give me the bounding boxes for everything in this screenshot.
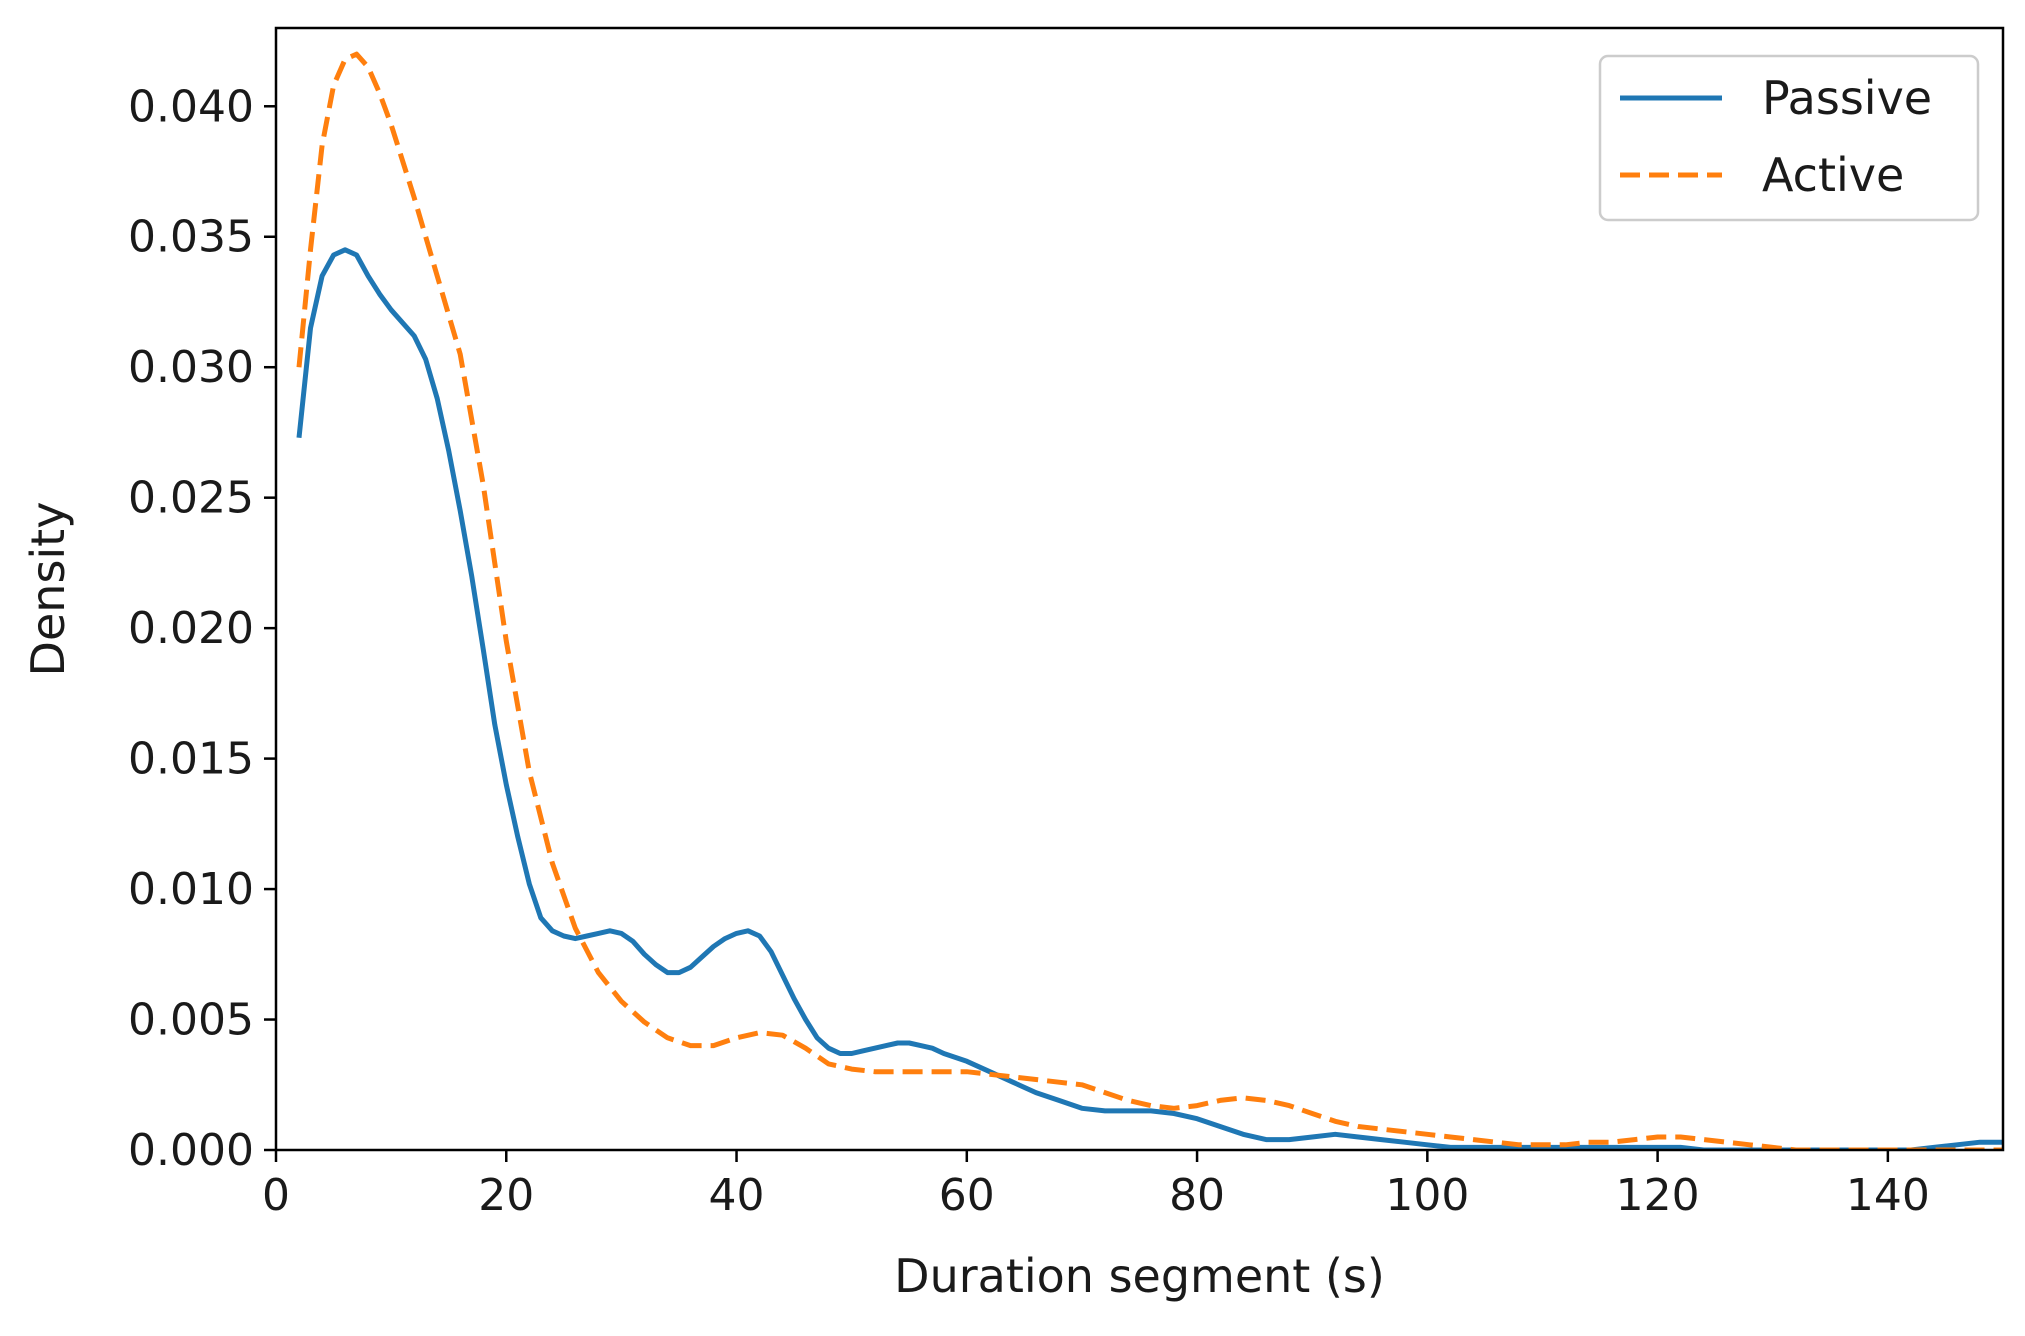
x-tick-label: 120 (1616, 1170, 1700, 1221)
y-tick-label: 0.035 (128, 212, 254, 263)
x-tick-label: 100 (1385, 1170, 1469, 1221)
y-tick-label: 0.040 (128, 81, 254, 132)
x-tick-label: 20 (478, 1170, 534, 1221)
x-tick-label: 40 (709, 1170, 765, 1221)
y-axis: 0.000 0.005 0.010 0.015 0.020 0.025 0.030 0.035… (128, 81, 276, 1176)
x-tick-label: 60 (939, 1170, 995, 1221)
y-axis-label: Density (21, 502, 75, 677)
y-tick-label: 0.030 (128, 342, 254, 393)
y-tick-label: 0.020 (128, 603, 254, 654)
legend-label-active: Active (1762, 148, 1904, 202)
series-line-active (296, 51, 2003, 1150)
x-axis-label: Duration segment (s) (894, 1249, 1385, 1303)
x-tick-label: 80 (1169, 1170, 1225, 1221)
y-tick-label: 0.010 (128, 864, 254, 915)
plot-series (296, 51, 2003, 1150)
x-axis: 0 20 40 60 80 100 120 140 (262, 1150, 1930, 1221)
y-tick-label: 0.000 (128, 1125, 254, 1176)
series-line-passive (296, 247, 2003, 1150)
x-tick-label: 140 (1846, 1170, 1930, 1221)
y-tick-label: 0.005 (128, 995, 254, 1046)
y-tick-label: 0.015 (128, 734, 254, 785)
legend-label-passive: Passive (1762, 71, 1932, 125)
plot-frame (274, 26, 2005, 1152)
legend: Passive Active (1598, 54, 1980, 222)
y-tick-label: 0.025 (128, 473, 254, 524)
x-tick-label: 0 (262, 1170, 290, 1221)
